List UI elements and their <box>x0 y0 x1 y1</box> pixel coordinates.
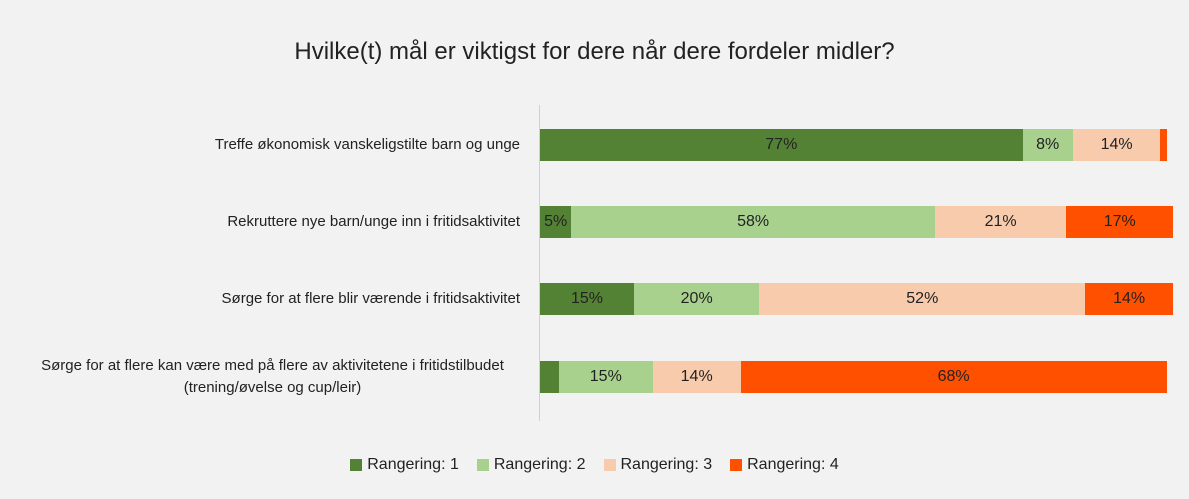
data-label: 14% <box>680 368 713 385</box>
legend-label: Rangering: 3 <box>620 456 713 473</box>
bar-segment: 52% <box>759 283 1086 315</box>
legend-label: Rangering: 2 <box>493 456 586 473</box>
legend: Rangering: 1 Rangering: 2 Rangering: 3 Rang… <box>0 456 1189 474</box>
category-text: Sørge for at flere blir værende i fritid… <box>221 290 520 307</box>
data-label: 8% <box>1036 136 1060 153</box>
legend-item: Rangering: 3 <box>603 456 713 474</box>
legend-swatch <box>603 459 616 471</box>
category-label: Sørge for at flere blir værende i fritid… <box>10 288 520 310</box>
bar-segment <box>540 361 559 393</box>
legend-swatch <box>350 459 363 471</box>
data-label: 68% <box>937 368 970 385</box>
bar-segment: 8% <box>1022 129 1073 161</box>
category-text: Rekruttere nye barn/unge inn i fritidsak… <box>227 213 520 230</box>
data-label: 14% <box>1100 136 1133 153</box>
bar-segment: 14% <box>1072 129 1161 161</box>
data-label: 77% <box>765 136 798 153</box>
data-label: 14% <box>1113 290 1146 307</box>
axis-line <box>539 105 540 421</box>
bar-segment: 14% <box>652 361 741 393</box>
legend-swatch <box>476 459 489 471</box>
legend-item: Rangering: 2 <box>476 456 586 474</box>
data-label: 21% <box>984 213 1017 230</box>
bar-segment: 14% <box>1085 283 1173 315</box>
data-label: 15% <box>570 290 604 307</box>
category-label: Rekruttere nye barn/unge inn i fritidsak… <box>10 211 520 233</box>
legend-label: Rangering: 1 <box>367 456 459 473</box>
category-text: Treffe økonomisk vanskeligstilte barn og… <box>214 136 520 153</box>
bar-segment: 58% <box>571 206 935 238</box>
bar-segment: 21% <box>934 206 1067 238</box>
data-label: 5% <box>544 213 568 230</box>
legend-swatch <box>730 459 743 471</box>
data-label: 15% <box>589 368 622 385</box>
bar-segment: 20% <box>634 283 760 315</box>
legend-item: Rangering: 4 <box>730 456 839 474</box>
bar-segment: 15% <box>558 361 653 393</box>
bar-segment <box>1160 129 1167 161</box>
category-text: Sørge for at flere kan være med på flere… <box>41 357 504 396</box>
data-label: 58% <box>737 213 770 230</box>
bar-segment: 17% <box>1066 206 1173 238</box>
legend-item: Rangering: 1 <box>350 456 459 474</box>
chart-title: Hvilke(t) mål er viktigst for dere når d… <box>294 38 895 65</box>
legend-label: Rangering: 4 <box>747 456 839 473</box>
bar-segment: 68% <box>740 361 1167 393</box>
data-label: 20% <box>680 290 713 307</box>
bar-segment: 5% <box>540 206 572 238</box>
data-label: 52% <box>906 290 939 307</box>
category-label: Sørge for at flere kan være med på flere… <box>10 355 520 399</box>
category-label: Treffe økonomisk vanskeligstilte barn og… <box>10 134 520 156</box>
bar-segment: 77% <box>540 129 1023 161</box>
bar-segment: 15% <box>540 283 634 315</box>
data-label: 17% <box>1103 213 1136 230</box>
